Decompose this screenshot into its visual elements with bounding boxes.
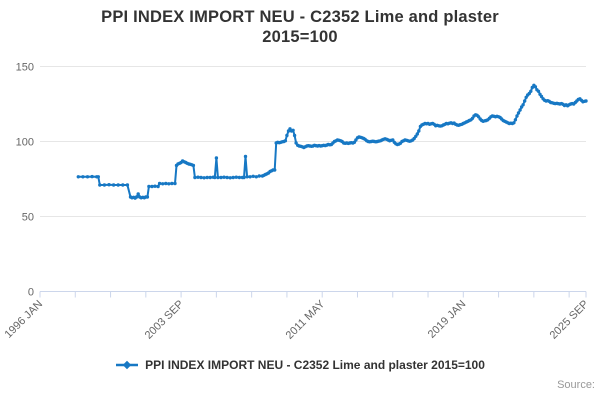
series-point: [219, 175, 223, 180]
series-point: [76, 175, 81, 179]
series-point: [147, 184, 151, 189]
series-point: [521, 103, 525, 107]
series-point: [121, 183, 125, 187]
series-point: [533, 85, 538, 89]
series-point: [513, 118, 518, 122]
series-point: [111, 183, 116, 187]
series-point: [205, 175, 209, 180]
series-point: [254, 175, 258, 179]
series-point: [90, 174, 94, 179]
plot-area: 0 50 100 150 1996 JAN 2003 SEP 2011 MAY 2019 JA…: [2, 62, 592, 342]
series-point: [515, 114, 519, 118]
series-point: [199, 175, 203, 180]
series-point: [167, 182, 171, 186]
chart-title-line1: PPI INDEX IMPORT NEU - C2352 Lime and pl…: [101, 8, 499, 26]
series-point: [156, 184, 160, 189]
source-credits: Source:: [557, 379, 595, 391]
series-point: [102, 183, 107, 187]
series-point: [191, 163, 196, 168]
series-point: [96, 175, 101, 179]
x-axis-label: 2019 JAN: [426, 298, 469, 341]
series-point: [202, 176, 206, 180]
series-point: [417, 129, 421, 133]
series-point: [213, 175, 217, 180]
series-point: [237, 175, 242, 180]
y-axis-label: 50: [22, 212, 34, 224]
y-axis-label: 150: [16, 62, 34, 74]
series-point: [81, 175, 85, 179]
x-axis-label: 2003 SEP: [143, 298, 187, 342]
series-point: [231, 175, 235, 180]
series-point: [225, 175, 229, 180]
series-point: [222, 175, 226, 179]
series-point: [536, 89, 541, 94]
legend-line-marker-icon: [116, 360, 139, 370]
series-point: [283, 139, 288, 143]
series-point: [257, 174, 261, 178]
series-point: [170, 181, 174, 186]
legend[interactable]: PPI INDEX IMPORT NEU - C2352 Lime and pl…: [0, 358, 600, 372]
series-point: [85, 175, 90, 179]
series-point: [415, 132, 419, 136]
series-point: [512, 121, 516, 125]
series-point: [234, 175, 238, 179]
x-axis-label: 1996 JAN: [2, 298, 45, 341]
series-point: [529, 89, 533, 94]
series-point: [145, 195, 150, 199]
legend-label: PPI INDEX IMPORT NEU - C2352 Lime and pl…: [145, 358, 485, 372]
series-point: [125, 183, 130, 187]
series-point: [116, 183, 120, 187]
series-point: [242, 175, 246, 180]
series-point: [150, 184, 154, 189]
series-point: [107, 183, 111, 187]
series-point: [208, 175, 212, 180]
series-point: [173, 181, 177, 186]
y-axis-label: 0: [28, 287, 34, 299]
chart-title: PPI INDEX IMPORT NEU - C2352 Lime and pl…: [0, 7, 600, 47]
series-point: [228, 176, 232, 180]
series-point: [248, 175, 252, 179]
series-point: [273, 168, 277, 172]
series-point: [164, 181, 168, 186]
y-axis-label: 100: [16, 137, 34, 149]
series-point: [243, 154, 248, 159]
series-point: [216, 175, 220, 180]
series-point: [161, 182, 165, 186]
series-point: [291, 128, 295, 132]
series-point: [196, 175, 200, 179]
series-point: [136, 192, 140, 196]
series-point: [584, 99, 588, 103]
series-point: [214, 156, 219, 160]
series-point: [193, 175, 197, 180]
series-point: [523, 99, 527, 103]
series-point: [134, 195, 139, 199]
x-axis-label: 2025 SEP: [548, 298, 592, 342]
x-axis-label: 2011 MAY: [284, 298, 328, 342]
series-point: [251, 174, 255, 178]
series-point: [285, 133, 289, 138]
chart-title-line2: 2015=100: [262, 28, 338, 46]
series-point: [518, 108, 522, 112]
series-point: [98, 183, 102, 187]
series-point: [153, 184, 157, 188]
series-point: [516, 111, 521, 115]
series-point: [245, 175, 249, 179]
series-point: [157, 181, 162, 186]
series-point: [292, 133, 297, 138]
